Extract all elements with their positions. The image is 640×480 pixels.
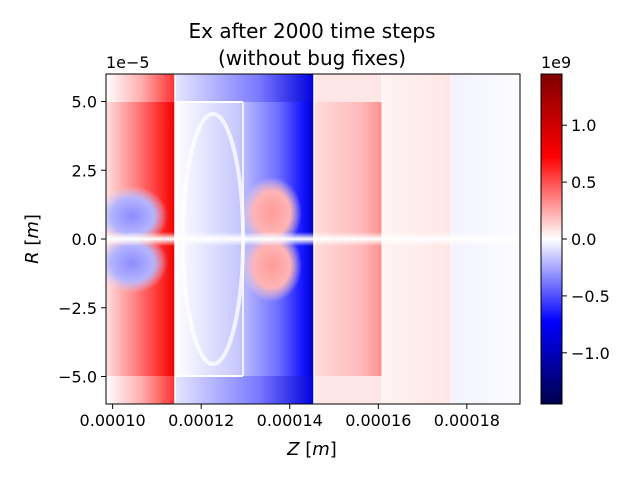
y-tick-label: 0.0 xyxy=(72,230,97,249)
chart-title-line-1: Ex after 2000 time steps xyxy=(189,19,436,43)
x-axis-label-unit: m xyxy=(312,439,330,460)
colorbar-tick-label: −0.5 xyxy=(571,287,610,306)
x-tick-label: 0.00016 xyxy=(345,411,411,430)
chart-title-line-2: (without bug fixes) xyxy=(218,46,406,70)
colorbar-ticks: 1.0 0.5 0.0 −0.5 −1.0 xyxy=(562,116,610,363)
field-strip-top-3 xyxy=(314,74,382,102)
y-tick-label: −5.0 xyxy=(58,368,97,387)
y-axis-offset-label: 1e−5 xyxy=(106,53,150,72)
heatmap-field xyxy=(106,74,520,404)
x-axis-ticks: 0.00010 0.00012 0.00014 0.00016 0.00018 xyxy=(80,404,500,430)
x-axis-label: Z [m] xyxy=(286,439,337,460)
y-tick-label: 2.5 xyxy=(72,161,97,180)
field-strip-top-2 xyxy=(175,74,314,102)
field-lobe-blue-upper xyxy=(106,186,168,246)
y-tick-label: 5.0 xyxy=(72,93,97,112)
field-axis-line xyxy=(106,232,520,246)
x-axis-label-var: Z xyxy=(286,439,300,460)
x-tick-label: 0.00014 xyxy=(257,411,323,430)
y-axis-label: R [m] xyxy=(22,214,43,264)
x-tick-label: 0.00012 xyxy=(168,411,234,430)
y-axis-label-var: R xyxy=(22,251,43,264)
y-axis-label-unit: m xyxy=(22,221,43,239)
field-strip-bottom-2 xyxy=(175,376,314,404)
field-strip-top-1 xyxy=(106,74,175,102)
field-strip-bottom-3 xyxy=(314,376,382,404)
field-lobe-red-lower xyxy=(242,230,302,302)
y-tick-label: −2.5 xyxy=(58,299,97,318)
colorbar-tick-label: 0.0 xyxy=(571,230,596,249)
colorbar-tick-label: −1.0 xyxy=(571,344,610,363)
x-tick-label: 0.00010 xyxy=(80,411,146,430)
field-strip-bottom-1 xyxy=(106,376,175,404)
colorbar-offset-label: 1e9 xyxy=(541,53,571,72)
colorbar xyxy=(540,73,563,405)
field-lobe-blue-lower xyxy=(106,233,168,293)
colorbar-tick-label: 1.0 xyxy=(571,116,596,135)
field-lobe-red-upper xyxy=(242,177,302,249)
y-axis-ticks: 5.0 2.5 0.0 −2.5 −5.0 xyxy=(58,93,106,387)
colorbar-tick-label: 0.5 xyxy=(571,173,596,192)
x-tick-label: 0.00018 xyxy=(434,411,500,430)
